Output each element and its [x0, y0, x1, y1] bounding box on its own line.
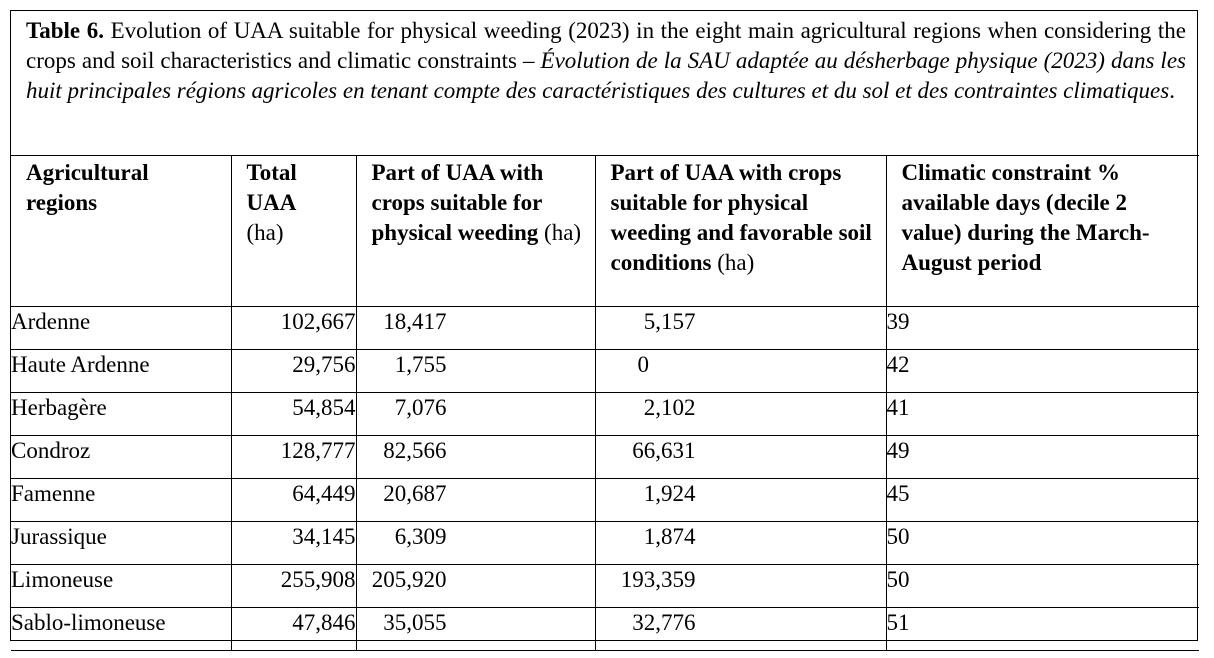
cell-part-crops-value: 6,309	[394, 524, 447, 549]
header-part-crops-unit: (ha)	[544, 220, 582, 245]
cell-part-soil-value: 1,874	[643, 524, 696, 549]
header-part-soil-label: Part of UAA with crops suitable for phys…	[610, 160, 872, 275]
cell-part-crops-value: 7,076	[394, 395, 447, 420]
cell-part-crops: 6,309	[355, 521, 595, 565]
data-table: Agricultural regions Total UAA (ha) Part…	[11, 155, 1199, 651]
header-total-uaa-unit: (ha)	[246, 220, 284, 245]
cell-total-uaa: 102,667	[230, 306, 356, 350]
cell-climatic: 50	[885, 564, 1199, 608]
cell-part-crops-value: 20,687	[383, 481, 447, 506]
cell-part-crops: 205,920	[355, 564, 595, 608]
cell-part-crops: 82,566	[355, 435, 595, 479]
header-row: Agricultural regions Total UAA (ha) Part…	[11, 155, 1199, 307]
header-regions-label: Agricultural regions	[26, 160, 149, 215]
cell-climatic: 51	[885, 607, 1199, 651]
table-row: Limoneuse 255,908 205,920 193,359 50	[11, 564, 1199, 608]
cell-total-uaa: 64,449	[230, 478, 356, 522]
cell-part-soil: 193,359	[594, 564, 886, 608]
cell-part-crops-value: 18,417	[383, 309, 447, 334]
cell-total-uaa: 34,145	[230, 521, 356, 565]
cell-part-crops: 7,076	[355, 392, 595, 436]
cell-part-soil-value: 66,631	[632, 438, 696, 463]
cell-part-soil-value: 193,359	[620, 567, 696, 592]
cell-part-soil-value: 5,157	[643, 309, 696, 334]
cell-total-uaa: 47,846	[230, 607, 356, 651]
cell-region: Jurassique	[11, 521, 231, 565]
table-row: Condroz 128,777 82,566 66,631 49	[11, 435, 1199, 479]
cell-region: Ardenne	[11, 306, 231, 350]
header-total-uaa: Total UAA (ha)	[230, 155, 356, 307]
header-total-uaa-label: Total UAA	[246, 160, 297, 215]
cell-part-crops-value: 205,920	[371, 567, 447, 592]
header-part-crops: Part of UAA with crops suitable for phys…	[355, 155, 595, 307]
caption-label: Table 6.	[26, 18, 104, 43]
cell-total-uaa: 29,756	[230, 349, 356, 393]
cell-part-soil: 66,631	[594, 435, 886, 479]
cell-part-crops: 20,687	[355, 478, 595, 522]
cell-climatic: 39	[885, 306, 1199, 350]
table-row: Sablo-limoneuse 47,846 35,055 32,776 51	[11, 607, 1199, 651]
cell-region: Famenne	[11, 478, 231, 522]
cell-part-crops: 1,755	[355, 349, 595, 393]
cell-part-soil-value: 0	[637, 352, 650, 377]
cell-part-crops-value: 35,055	[383, 610, 447, 635]
table-row: Haute Ardenne 29,756 1,755 0 42	[11, 349, 1199, 393]
table-frame: Table 6. Evolution of UAA suitable for p…	[10, 10, 1199, 651]
cell-part-crops-value: 1,755	[394, 352, 447, 377]
cell-part-crops: 35,055	[355, 607, 595, 651]
cell-region: Limoneuse	[11, 564, 231, 608]
cell-part-crops: 18,417	[355, 306, 595, 350]
cell-part-soil: 0	[594, 349, 886, 393]
cell-total-uaa: 255,908	[230, 564, 356, 608]
cell-part-soil: 1,924	[594, 478, 886, 522]
cell-climatic: 49	[885, 435, 1199, 479]
table-caption: Table 6. Evolution of UAA suitable for p…	[26, 16, 1186, 106]
header-climatic: Climatic constraint % available days (de…	[885, 155, 1199, 307]
cell-part-crops-value: 82,566	[383, 438, 447, 463]
cell-part-soil: 1,874	[594, 521, 886, 565]
cell-part-soil-value: 32,776	[632, 610, 696, 635]
cell-region: Sablo-limoneuse	[11, 607, 231, 651]
caption-english: Evolution of UAA suitable for physical w…	[26, 18, 1186, 73]
table-row: Herbagère 54,854 7,076 2,102 41	[11, 392, 1199, 436]
caption-french: Évolution de la SAU adaptée au désherbag…	[26, 48, 1186, 103]
table-row: Ardenne 102,667 18,417 5,157 39	[11, 306, 1199, 350]
cell-part-soil-value: 1,924	[643, 481, 696, 506]
cell-region: Haute Ardenne	[11, 349, 231, 393]
table-row: Famenne 64,449 20,687 1,924 45	[11, 478, 1199, 522]
cell-part-soil: 5,157	[594, 306, 886, 350]
cell-climatic: 42	[885, 349, 1199, 393]
cell-climatic: 45	[885, 478, 1199, 522]
cell-region: Herbagère	[11, 392, 231, 436]
cell-total-uaa: 128,777	[230, 435, 356, 479]
cell-part-soil: 2,102	[594, 392, 886, 436]
cell-region: Condroz	[11, 435, 231, 479]
header-regions: Agricultural regions	[11, 155, 231, 307]
cell-climatic: 41	[885, 392, 1199, 436]
cell-part-soil: 32,776	[594, 607, 886, 651]
header-part-soil: Part of UAA with crops suitable for phys…	[594, 155, 886, 307]
header-part-soil-unit: (ha)	[717, 250, 755, 275]
header-part-crops-label: Part of UAA with crops suitable for phys…	[371, 160, 544, 245]
header-climatic-label: Climatic constraint % available days (de…	[901, 160, 1150, 275]
caption-end: .	[1169, 78, 1175, 103]
table-row: Jurassique 34,145 6,309 1,874 50	[11, 521, 1199, 565]
cell-climatic: 50	[885, 521, 1199, 565]
cell-part-soil-value: 2,102	[643, 395, 696, 420]
cell-total-uaa: 54,854	[230, 392, 356, 436]
